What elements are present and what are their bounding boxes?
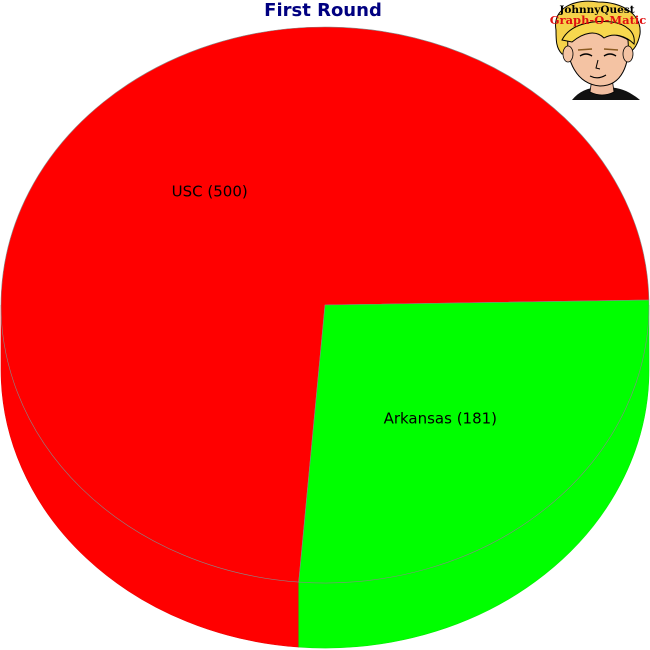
slice-label-usc: USC (500) bbox=[172, 183, 248, 201]
logo-brow-right bbox=[603, 48, 619, 51]
logo-text-graph-o-matic: Graph-O-Matic bbox=[550, 13, 647, 27]
chart-title: First Round bbox=[264, 0, 382, 21]
johnnyquest-graph-o-matic-logo: JohnnyQuest Graph-O-Matic bbox=[550, 0, 647, 100]
slice-arkansas bbox=[298, 299, 650, 584]
pie-slices bbox=[0, 26, 650, 584]
slice-usc bbox=[0, 26, 650, 583]
logo-mouth bbox=[589, 74, 607, 79]
logo-eye-right bbox=[603, 53, 617, 57]
logo-text-johnnyquest: JohnnyQuest bbox=[558, 4, 634, 16]
logo-ear-right bbox=[622, 45, 634, 63]
slice-label-arkansas: Arkansas (181) bbox=[384, 410, 497, 428]
logo-brow-left bbox=[577, 48, 593, 51]
slice-labels: USC (500) Arkansas (181) bbox=[172, 183, 497, 428]
logo-eye-left bbox=[579, 53, 593, 57]
logo-ear-left bbox=[562, 45, 574, 63]
logo-nose bbox=[595, 59, 601, 70]
logo-hair-fringe bbox=[561, 21, 635, 46]
